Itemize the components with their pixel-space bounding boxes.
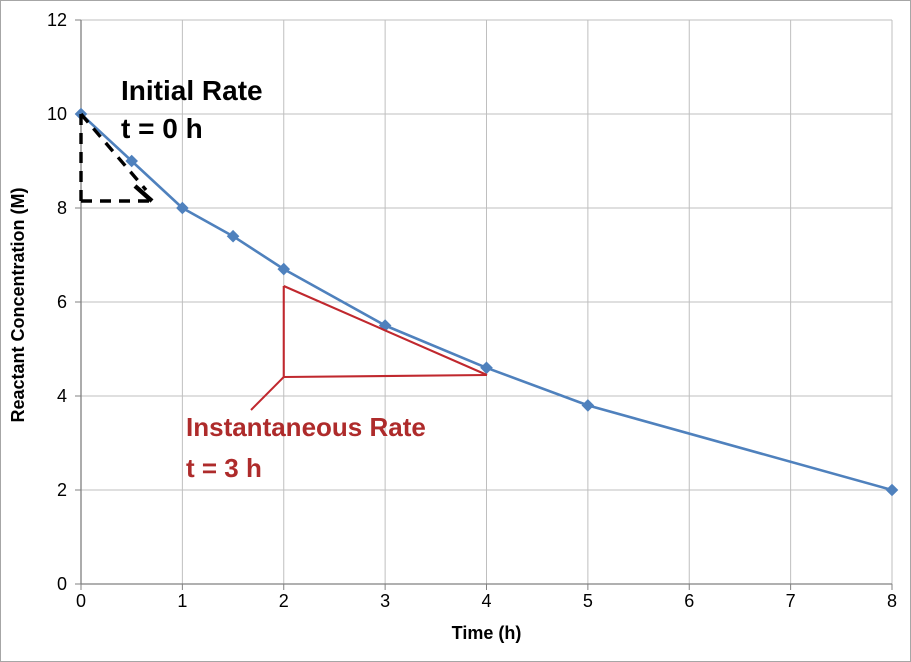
- svg-text:2: 2: [279, 591, 289, 611]
- svg-text:4: 4: [481, 591, 491, 611]
- svg-text:Time (h): Time (h): [452, 623, 522, 643]
- svg-text:8: 8: [57, 198, 67, 218]
- svg-text:8: 8: [887, 591, 897, 611]
- svg-text:2: 2: [57, 480, 67, 500]
- svg-text:12: 12: [47, 10, 67, 30]
- svg-text:Reactant Concentration (M): Reactant Concentration (M): [8, 187, 28, 422]
- svg-text:1: 1: [177, 591, 187, 611]
- svg-text:0: 0: [76, 591, 86, 611]
- svg-text:0: 0: [57, 574, 67, 594]
- svg-text:Instantaneous Rate: Instantaneous Rate: [186, 412, 426, 442]
- svg-text:Initial Rate: Initial Rate: [121, 75, 263, 106]
- svg-text:6: 6: [57, 292, 67, 312]
- svg-text:3: 3: [380, 591, 390, 611]
- svg-text:t = 0 h: t = 0 h: [121, 113, 203, 144]
- svg-text:7: 7: [786, 591, 796, 611]
- svg-text:4: 4: [57, 386, 67, 406]
- svg-text:5: 5: [583, 591, 593, 611]
- svg-text:t = 3 h: t = 3 h: [186, 453, 262, 483]
- svg-text:10: 10: [47, 104, 67, 124]
- svg-text:6: 6: [684, 591, 694, 611]
